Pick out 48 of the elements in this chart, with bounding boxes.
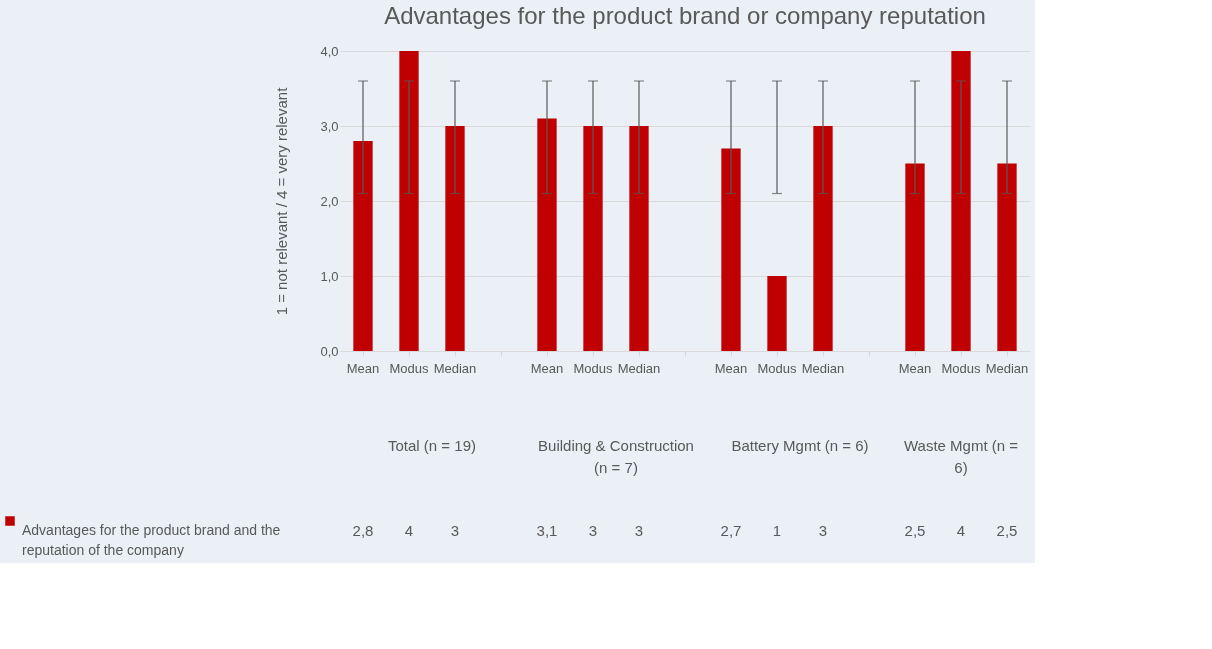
x-tick-label: Modus — [573, 360, 613, 376]
bar — [445, 126, 465, 351]
x-tick-label: Modus — [389, 360, 429, 376]
bar — [721, 148, 741, 351]
x-tick-label: Modus — [941, 360, 981, 376]
x-tick-label: Median — [985, 360, 1029, 376]
bar — [813, 126, 833, 351]
data-label: 3,1 — [536, 522, 558, 539]
bar — [997, 163, 1017, 351]
text: Building & Construction (n = 7) — [538, 437, 694, 476]
x-tick-label: Modus — [757, 360, 797, 376]
bar — [583, 126, 603, 351]
data-label: 1 — [772, 522, 782, 539]
x-tick-label: Mean — [898, 360, 932, 376]
data-label: 4 — [404, 522, 414, 539]
chart-title: Advantages for the product brand or company reputation — [384, 2, 986, 29]
legend-label: Advantages for the product brand and the reputation of the company — [22, 522, 281, 558]
data-label: 3 — [450, 522, 460, 539]
data-label: 2,5 — [996, 522, 1018, 539]
y-tick-label: 1,0 — [320, 268, 339, 284]
text: Battery Mgmt (n = 6) — [731, 437, 869, 454]
y-tick-label: 2,0 — [320, 193, 339, 209]
bar — [629, 126, 649, 351]
data-label: 4 — [956, 522, 966, 539]
x-tick-label: Median — [617, 360, 661, 376]
bar — [537, 118, 557, 351]
data-label: 2,8 — [352, 522, 374, 539]
data-label: 3 — [588, 522, 598, 539]
y-axis-title: 1 = not relevant / 4 = very relevant — [273, 86, 291, 316]
y-tick-label: 3,0 — [320, 118, 339, 134]
bar — [399, 51, 419, 351]
x-tick-label: Mean — [714, 360, 748, 376]
data-label: 2,7 — [720, 522, 742, 539]
data-label: 3 — [818, 522, 828, 539]
x-tick-label: Mean — [346, 360, 380, 376]
y-tick-label: 0,0 — [320, 343, 339, 359]
data-label: 2,5 — [904, 522, 926, 539]
bar — [951, 51, 971, 351]
text: Total (n = 19) — [388, 437, 476, 454]
data-label: 3 — [634, 522, 644, 539]
x-tick-label: Mean — [530, 360, 564, 376]
y-tick-label: 4,0 — [320, 43, 339, 59]
bar — [767, 276, 787, 351]
bar — [905, 163, 925, 351]
x-tick-label: Median — [433, 360, 477, 376]
x-tick-label: Median — [801, 360, 845, 376]
text: Waste Mgmt (n = 6) — [903, 437, 1019, 476]
bar — [353, 141, 373, 351]
